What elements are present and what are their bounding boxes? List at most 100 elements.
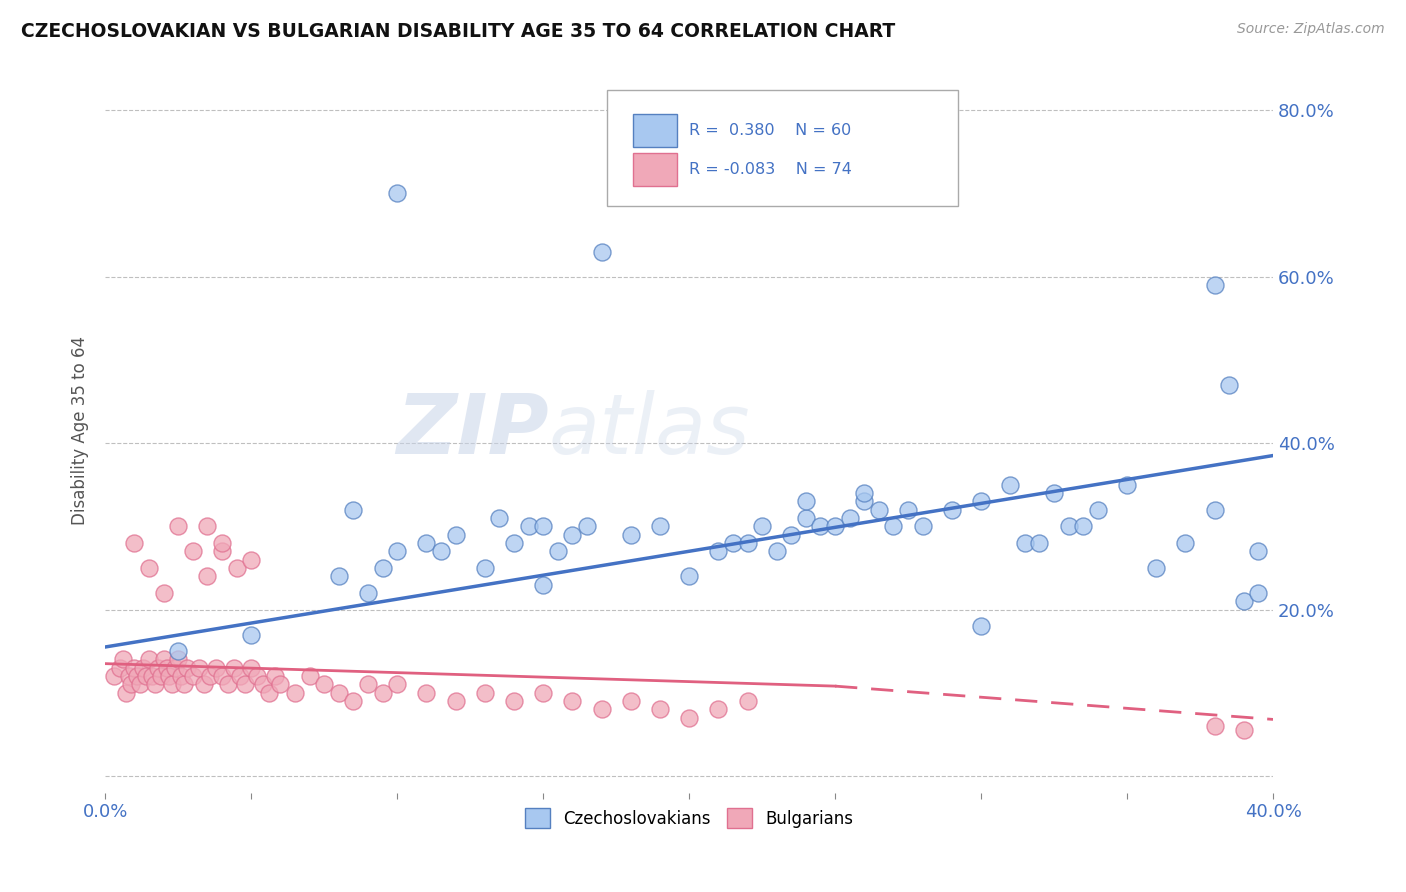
Point [240, 627, 263, 641]
Point [503, 536, 526, 550]
Point [1014, 536, 1036, 550]
Point [124, 536, 146, 550]
Point [911, 519, 934, 533]
Point [707, 702, 730, 716]
Point [794, 511, 817, 525]
Point [838, 511, 860, 525]
Point [620, 527, 643, 541]
Point [474, 686, 496, 700]
Point [751, 519, 773, 533]
Point [853, 494, 876, 508]
Point [240, 661, 263, 675]
Point [678, 711, 700, 725]
Point [1087, 502, 1109, 516]
Point [430, 544, 453, 558]
Text: R = -0.083    N = 74: R = -0.083 N = 74 [689, 162, 852, 178]
Point [143, 677, 166, 691]
Point [135, 669, 157, 683]
Point [531, 519, 554, 533]
Point [108, 661, 131, 675]
Point [165, 661, 187, 675]
Point [167, 652, 190, 666]
Point [561, 694, 583, 708]
Point [211, 544, 233, 558]
Point [970, 494, 993, 508]
Point [1000, 477, 1022, 491]
Point [970, 619, 993, 633]
Point [591, 244, 613, 259]
Point [1057, 519, 1080, 533]
Point [225, 561, 247, 575]
Point [1071, 519, 1094, 533]
Point [488, 511, 510, 525]
Point [197, 519, 219, 533]
Point [385, 677, 408, 691]
Point [197, 569, 219, 583]
Point [124, 661, 146, 675]
Point [648, 702, 671, 716]
Point [707, 544, 730, 558]
Point [371, 686, 394, 700]
Point [284, 686, 307, 700]
Point [138, 561, 160, 575]
Point [114, 686, 136, 700]
Point [246, 669, 269, 683]
Point [222, 661, 245, 675]
Point [1218, 377, 1240, 392]
Point [342, 502, 364, 516]
Point [737, 694, 759, 708]
Point [159, 669, 181, 683]
Point [181, 669, 204, 683]
Point [257, 686, 280, 700]
Point [167, 519, 190, 533]
Point [824, 519, 846, 533]
Point [357, 677, 380, 691]
FancyBboxPatch shape [633, 153, 678, 186]
Point [1233, 723, 1256, 738]
Point [1247, 544, 1270, 558]
Point [111, 652, 134, 666]
Point [235, 677, 257, 691]
Point [765, 544, 787, 558]
Point [117, 669, 139, 683]
Point [103, 669, 125, 683]
Point [1233, 594, 1256, 608]
Point [138, 652, 160, 666]
Point [298, 669, 321, 683]
Point [1204, 277, 1226, 292]
Point [176, 661, 198, 675]
Point [385, 186, 408, 201]
Point [1204, 502, 1226, 516]
Point [780, 527, 803, 541]
Point [721, 536, 744, 550]
Point [810, 519, 832, 533]
Point [737, 536, 759, 550]
Legend: Czechoslovakians, Bulgarians: Czechoslovakians, Bulgarians [517, 801, 860, 835]
Point [531, 577, 554, 591]
Point [1116, 477, 1139, 491]
Point [132, 661, 155, 675]
Point [129, 677, 152, 691]
Point [868, 502, 890, 516]
Point [517, 519, 540, 533]
FancyBboxPatch shape [633, 114, 678, 146]
Point [561, 527, 583, 541]
Point [121, 677, 143, 691]
Point [211, 536, 233, 550]
Point [794, 494, 817, 508]
Y-axis label: Disability Age 35 to 64: Disability Age 35 to 64 [72, 336, 89, 525]
Point [155, 661, 177, 675]
Point [328, 686, 350, 700]
Point [648, 519, 671, 533]
Point [205, 661, 228, 675]
Point [127, 669, 149, 683]
Point [897, 502, 920, 516]
Point [141, 669, 163, 683]
Point [357, 586, 380, 600]
Point [152, 652, 174, 666]
Point [269, 677, 291, 691]
Point [263, 669, 285, 683]
Point [328, 569, 350, 583]
Point [146, 661, 169, 675]
Point [314, 677, 336, 691]
